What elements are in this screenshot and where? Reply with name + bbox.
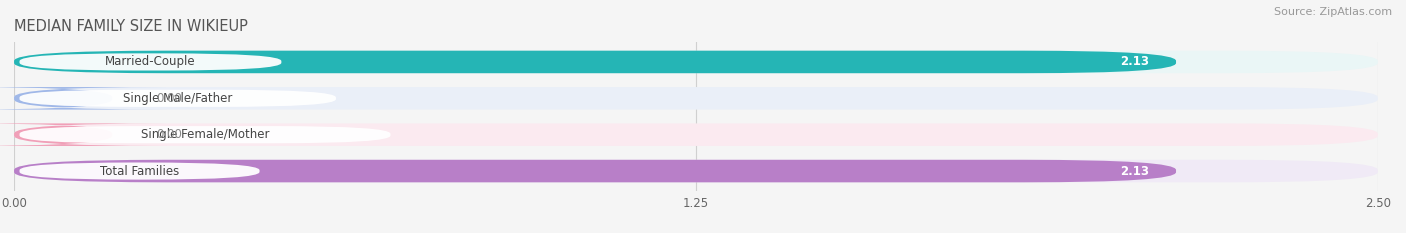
FancyBboxPatch shape	[14, 160, 1378, 182]
Text: Single Male/Father: Single Male/Father	[124, 92, 232, 105]
FancyBboxPatch shape	[14, 51, 1175, 73]
FancyBboxPatch shape	[14, 87, 1378, 110]
Text: Source: ZipAtlas.com: Source: ZipAtlas.com	[1274, 7, 1392, 17]
FancyBboxPatch shape	[0, 123, 166, 146]
Text: Total Families: Total Families	[100, 164, 179, 178]
Text: 2.13: 2.13	[1119, 164, 1149, 178]
Text: 0.00: 0.00	[156, 92, 181, 105]
FancyBboxPatch shape	[20, 162, 260, 180]
Text: 0.00: 0.00	[156, 128, 181, 141]
Text: Single Female/Mother: Single Female/Mother	[141, 128, 269, 141]
Text: MEDIAN FAMILY SIZE IN WIKIEUP: MEDIAN FAMILY SIZE IN WIKIEUP	[14, 19, 247, 34]
FancyBboxPatch shape	[0, 87, 166, 110]
FancyBboxPatch shape	[20, 126, 391, 143]
FancyBboxPatch shape	[20, 53, 281, 71]
FancyBboxPatch shape	[20, 90, 336, 107]
FancyBboxPatch shape	[14, 123, 1378, 146]
FancyBboxPatch shape	[14, 51, 1378, 73]
FancyBboxPatch shape	[14, 160, 1175, 182]
Text: Married-Couple: Married-Couple	[105, 55, 195, 69]
Text: 2.13: 2.13	[1119, 55, 1149, 69]
